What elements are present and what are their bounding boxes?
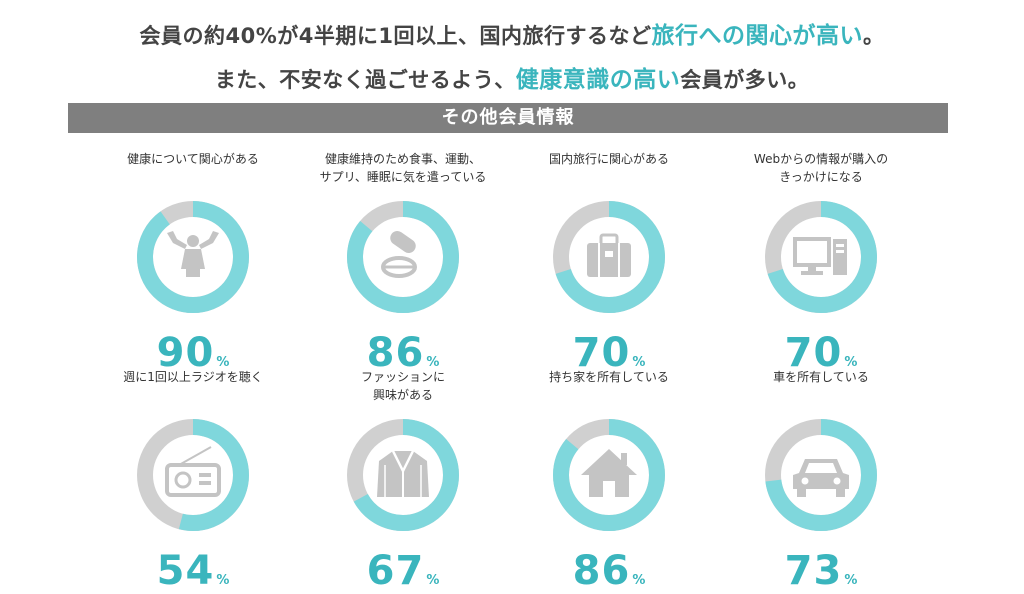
percent-number: 70 bbox=[784, 330, 843, 376]
donut-chart bbox=[553, 201, 665, 313]
headline-line-1: 会員の約40%が4半期に1回以上、国内旅行するなど旅行への関心が高い。 bbox=[0, 16, 1024, 50]
donut-value-arc bbox=[137, 201, 249, 313]
percent-unit: % bbox=[844, 355, 858, 370]
item-label: Webからの情報が購入の きっかけになる bbox=[753, 152, 889, 184]
percent-value: 73% bbox=[716, 548, 926, 594]
muscle-icon bbox=[167, 231, 219, 277]
percent-value: 86% bbox=[504, 548, 714, 594]
item-label: 健康について関心がある bbox=[127, 152, 259, 166]
percent-value: 54% bbox=[88, 548, 298, 594]
donut-value-arc bbox=[765, 419, 877, 531]
car-icon bbox=[793, 459, 849, 497]
donut-value-arc bbox=[347, 419, 459, 531]
headline-2-suffix: 会員が多い。 bbox=[680, 68, 810, 92]
percent-number: 90 bbox=[156, 330, 215, 376]
percent-unit: % bbox=[216, 573, 230, 588]
donut-chart bbox=[765, 419, 877, 531]
percent-unit: % bbox=[632, 573, 646, 588]
item-label: 持ち家を所有している bbox=[549, 370, 669, 384]
percent-number: 73 bbox=[784, 548, 843, 594]
item-label: 週に1回以上ラジオを聴く bbox=[123, 370, 263, 384]
computer-icon bbox=[793, 237, 847, 275]
item-label: ファッションに 興味がある bbox=[360, 370, 445, 402]
headline-1-highlight: 旅行への関心が高い bbox=[651, 23, 863, 49]
donut-value-arc bbox=[553, 419, 665, 531]
section-title-bar: その他会員情報 bbox=[68, 103, 948, 133]
headline-1-text: 会員の約40%が4半期に1回以上、国内旅行するなど bbox=[139, 24, 652, 48]
percent-value: 70% bbox=[504, 330, 714, 376]
percent-value: 90% bbox=[88, 330, 298, 376]
percent-number: 67 bbox=[366, 548, 425, 594]
donut-value-arc bbox=[765, 201, 877, 313]
percent-unit: % bbox=[426, 573, 440, 588]
item-label: 車を所有している bbox=[773, 370, 869, 384]
headline-1-suffix: 。 bbox=[863, 24, 885, 48]
house-icon bbox=[581, 449, 637, 497]
donut-chart bbox=[553, 419, 665, 531]
percent-value: 86% bbox=[298, 330, 508, 376]
percent-number: 54 bbox=[156, 548, 215, 594]
suitcase-icon bbox=[587, 233, 631, 277]
percent-unit: % bbox=[216, 355, 230, 370]
percent-unit: % bbox=[844, 573, 858, 588]
headline-line-2: また、不安なく過ごせるよう、健康意識の高い会員が多い。 bbox=[0, 60, 1024, 94]
jacket-icon bbox=[377, 450, 429, 497]
donut-chart bbox=[765, 201, 877, 313]
percent-number: 86 bbox=[572, 548, 631, 594]
donut-value-arc bbox=[137, 419, 249, 531]
donut-chart bbox=[137, 419, 249, 531]
section-title: その他会員情報 bbox=[441, 107, 575, 128]
percent-number: 70 bbox=[572, 330, 631, 376]
percent-value: 67% bbox=[298, 548, 508, 594]
donut-value-arc bbox=[553, 201, 665, 313]
percent-value: 70% bbox=[716, 330, 926, 376]
radio-icon bbox=[165, 446, 221, 497]
percent-unit: % bbox=[632, 355, 646, 370]
headline-2-text: また、不安なく過ごせるよう、 bbox=[214, 68, 516, 92]
item-label: 国内旅行に関心がある bbox=[548, 152, 669, 166]
donut-value-arc bbox=[347, 201, 459, 313]
donut-chart bbox=[137, 201, 249, 313]
item-label: 健康維持のため食事、運動、 サプリ、睡眠に気を遣っている bbox=[319, 152, 487, 184]
percent-number: 86 bbox=[366, 330, 425, 376]
pills-icon bbox=[381, 230, 417, 278]
donut-chart bbox=[347, 201, 459, 313]
percent-unit: % bbox=[426, 355, 440, 370]
donut-chart bbox=[347, 419, 459, 531]
headline-2-highlight: 健康意識の高い bbox=[515, 67, 681, 93]
